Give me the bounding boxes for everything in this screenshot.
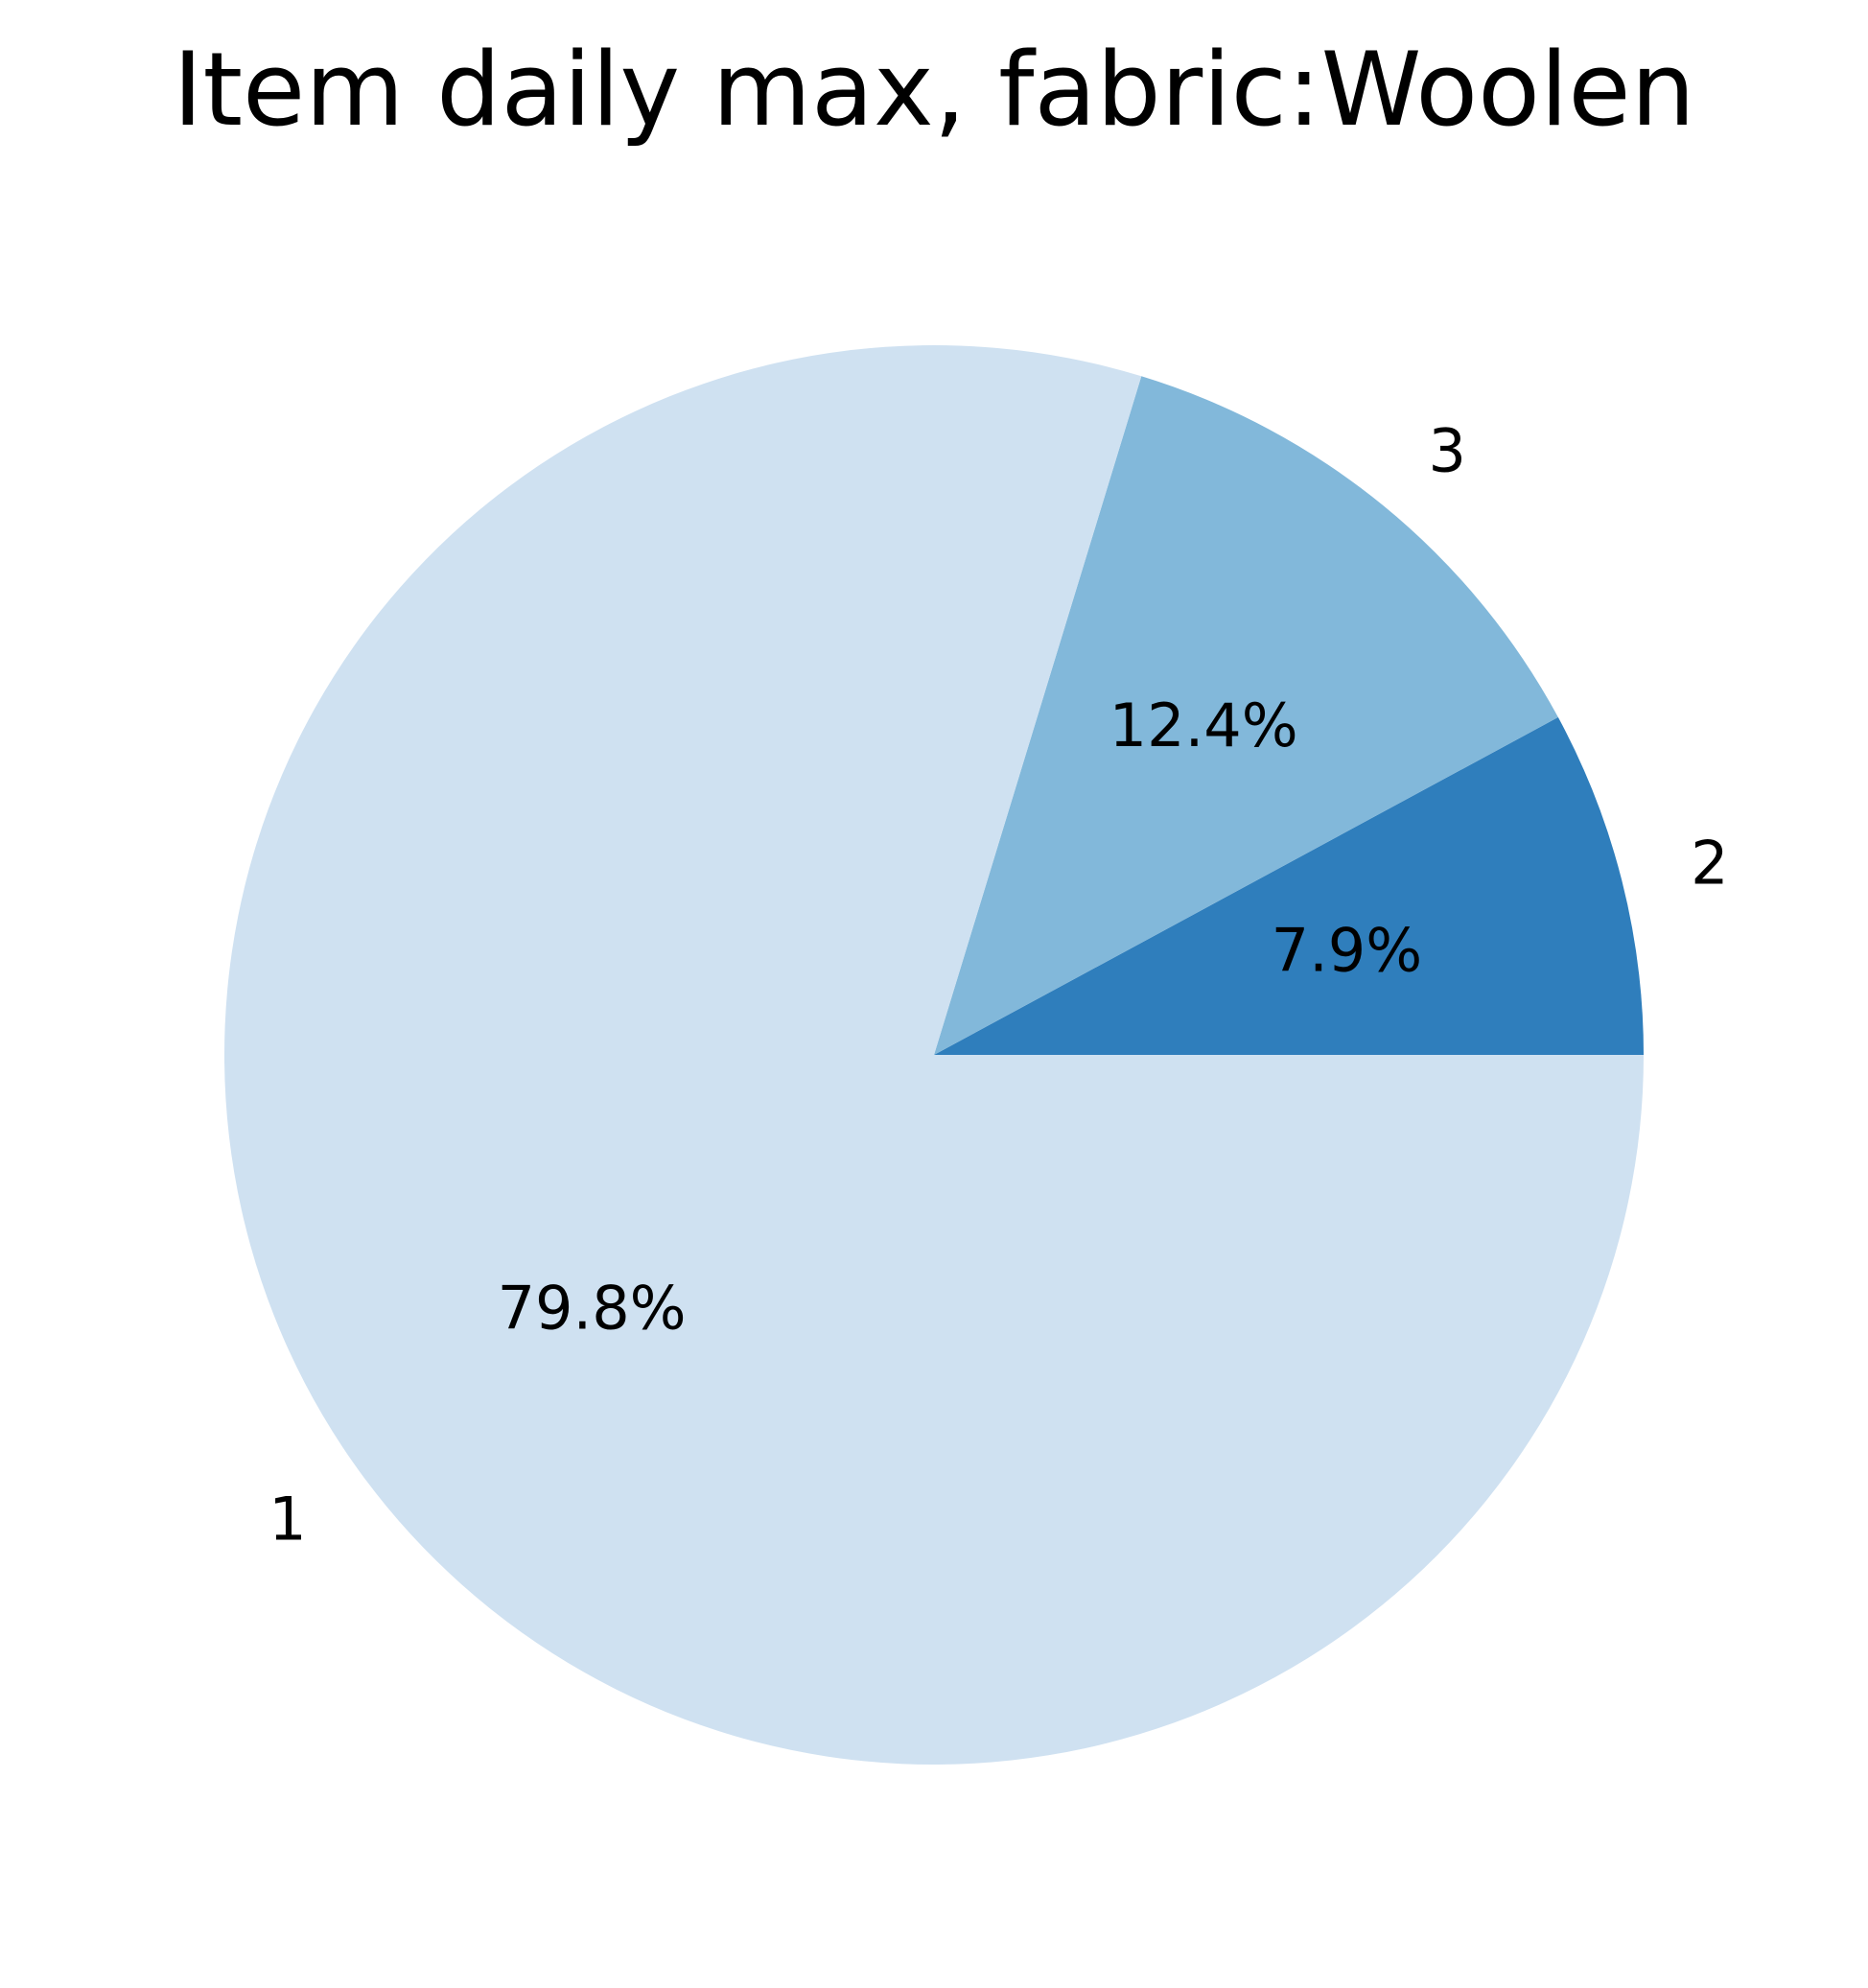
slice-label-2: 2 (1691, 829, 1728, 899)
pie-slice-1 (224, 345, 1645, 1766)
pie-slice-2 (934, 716, 1644, 1055)
pie-slice-3 (934, 376, 1558, 1055)
slice-label-1: 1 (269, 1485, 306, 1555)
chart-title: Item daily max, fabric:Woolen (173, 31, 1695, 149)
pie-labels: 2 7.9% 3 12.4% 1 79.8% (269, 416, 1728, 1555)
percent-label-1: 79.8% (498, 1274, 687, 1344)
percent-label-3: 12.4% (1109, 690, 1298, 760)
pie-slices (224, 345, 1645, 1766)
percent-label-2: 7.9% (1272, 916, 1423, 986)
slice-label-3: 3 (1428, 416, 1465, 486)
